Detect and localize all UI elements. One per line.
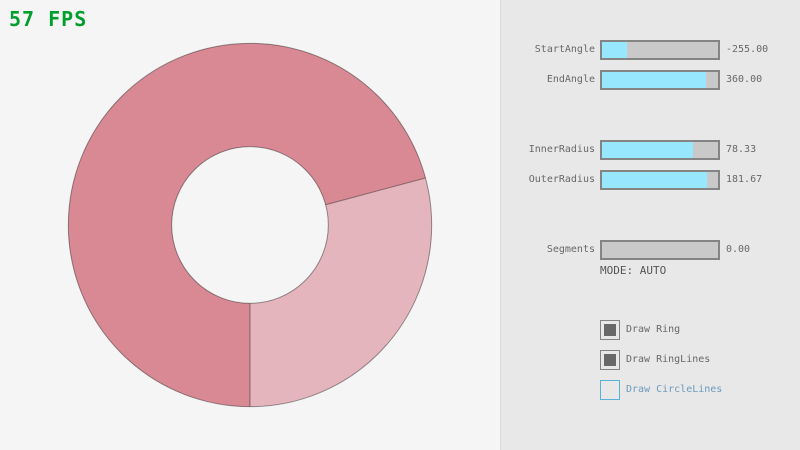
segments-label: Segments xyxy=(546,244,595,255)
endangle-value: 360.00 xyxy=(726,74,763,85)
slider-row-segments: Segments 0.00 xyxy=(501,240,800,260)
outerradius-value: 181.67 xyxy=(726,174,763,185)
ring-chart xyxy=(67,42,433,408)
draw-ringlines-label: Draw RingLines xyxy=(626,354,711,365)
startangle-label: StartAngle xyxy=(534,44,595,55)
outerradius-label: OuterRadius xyxy=(528,174,595,185)
ring-radial-line-start-angle xyxy=(325,177,426,206)
innerradius-sliderbar[interactable] xyxy=(600,140,720,160)
ring-sector-single-drawn xyxy=(250,177,432,407)
draw-ring-checkbox[interactable] xyxy=(600,320,620,340)
check-mark-icon xyxy=(604,354,616,366)
startangle-sliderbar[interactable] xyxy=(600,40,720,60)
ring-inner-outline xyxy=(171,146,329,304)
draw-ring-label: Draw Ring xyxy=(626,324,681,335)
slider-row-outerradius: OuterRadius 181.67 xyxy=(501,170,800,190)
startangle-value: -255.00 xyxy=(726,44,769,55)
ring-outer-outline xyxy=(67,42,433,408)
ring-sector-double-drawn xyxy=(68,43,426,407)
innerradius-label: InnerRadius xyxy=(528,144,595,155)
check-mark-icon xyxy=(604,324,616,336)
slider-row-innerradius: InnerRadius 78.33 xyxy=(501,140,800,160)
fps-counter: 57 FPS xyxy=(9,7,88,31)
slider-row-endangle: EndAngle 360.00 xyxy=(501,70,800,90)
segments-sliderbar[interactable] xyxy=(600,240,720,260)
innerradius-value: 78.33 xyxy=(726,144,757,155)
draw-circlelines-label: Draw CircleLines xyxy=(626,384,723,395)
mode-label: MODE: AUTO xyxy=(600,264,667,277)
innerradius-slider-fill xyxy=(602,142,693,158)
control-panel: StartAngle -255.00 EndAngle 360.00 Inner… xyxy=(500,0,800,450)
outerradius-slider-fill xyxy=(602,172,708,188)
outerradius-sliderbar[interactable] xyxy=(600,170,720,190)
draw-circlelines-checkbox[interactable] xyxy=(600,380,620,400)
endangle-label: EndAngle xyxy=(546,74,595,85)
draw-ringlines-checkbox[interactable] xyxy=(600,350,620,370)
endangle-sliderbar[interactable] xyxy=(600,70,720,90)
segments-value: 0.00 xyxy=(726,244,751,255)
startangle-slider-fill xyxy=(602,42,628,58)
endangle-slider-fill xyxy=(602,72,707,88)
slider-row-startangle: StartAngle -255.00 xyxy=(501,40,800,60)
